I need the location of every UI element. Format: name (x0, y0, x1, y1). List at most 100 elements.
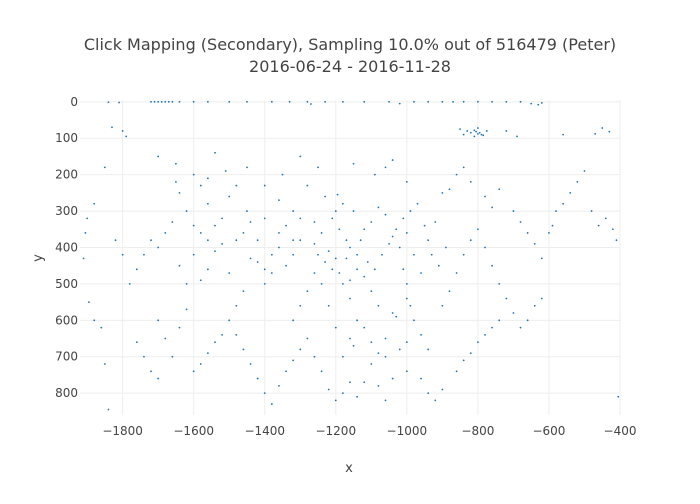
scatter-point (349, 279, 351, 282)
scatter-point (526, 319, 529, 322)
scatter-point (263, 184, 266, 187)
y-tick-label: 200 (55, 168, 78, 182)
scatter-point (299, 239, 302, 242)
scatter-point (395, 315, 398, 318)
scatter-point (292, 239, 295, 242)
scatter-point (469, 239, 472, 242)
scatter-point (373, 173, 376, 176)
scatter-point (413, 319, 415, 322)
scatter-point (114, 239, 117, 242)
scatter-point (475, 130, 478, 133)
scatter-point (341, 392, 344, 395)
scatter-point (473, 135, 476, 138)
scatter-point (214, 224, 216, 227)
chart-subtitle: 2016-06-24 - 2016-11-28 (249, 57, 451, 76)
scatter-point (569, 191, 572, 194)
scatter-point (107, 408, 110, 411)
x-tick-label: −1600 (173, 424, 214, 438)
scatter-point (263, 392, 266, 395)
scatter-point (175, 181, 177, 183)
scatter-point (324, 261, 327, 263)
x-tick-label: −1400 (244, 424, 285, 438)
scatter-point (548, 232, 550, 234)
scatter-point (498, 283, 501, 285)
scatter-point (306, 184, 309, 187)
scatter-point (491, 206, 494, 209)
scatter-point (164, 100, 167, 103)
scatter-point (377, 206, 380, 209)
scatter-point (338, 228, 341, 231)
scatter-point (462, 253, 465, 256)
scatter-point (278, 199, 280, 202)
scatter-point (164, 337, 167, 340)
scatter-point (111, 126, 113, 129)
scatter-point (256, 261, 259, 263)
scatter-point (285, 370, 287, 373)
scatter-point (441, 191, 444, 194)
scatter-point (413, 100, 415, 103)
scatter-point (388, 242, 390, 245)
grid-layer (80, 100, 621, 415)
scatter-point (505, 100, 508, 103)
scatter-point (373, 268, 376, 271)
scatter-point (292, 210, 295, 212)
scatter-point (345, 257, 348, 260)
points-layer (82, 100, 620, 411)
scatter-point (434, 221, 437, 223)
scatter-point (491, 264, 494, 267)
scatter-point (118, 101, 120, 104)
scatter-point (409, 304, 412, 307)
scatter-point (469, 131, 472, 134)
scatter-point (455, 272, 458, 274)
scatter-point (121, 253, 124, 256)
scatter-point (125, 135, 128, 138)
scatter-point (84, 232, 87, 234)
scatter-point (164, 232, 167, 234)
scatter-point (349, 381, 351, 384)
scatter-point (185, 308, 188, 311)
scatter-point (455, 173, 458, 176)
scatter-point (246, 100, 248, 103)
scatter-point (150, 239, 152, 242)
scatter-point (459, 128, 462, 131)
scatter-point (135, 268, 138, 271)
scatter-point (143, 355, 145, 358)
scatter-point (221, 217, 224, 220)
scatter-point (370, 221, 373, 223)
scatter-point (263, 268, 266, 271)
scatter-point (320, 232, 323, 234)
scatter-point (107, 101, 110, 104)
scatter-point (206, 239, 209, 242)
scatter-point (405, 370, 408, 373)
scatter-point (349, 297, 351, 300)
scatter-point (206, 268, 209, 271)
scatter-point (199, 232, 202, 234)
scatter-point (327, 250, 330, 253)
scatter-point (178, 191, 181, 194)
scatter-point (484, 246, 486, 249)
y-tick-label: 700 (55, 350, 78, 364)
scatter-point (349, 246, 351, 249)
scatter-point (324, 195, 327, 198)
scatter-point (430, 253, 433, 256)
scatter-point (377, 384, 380, 387)
scatter-point (306, 290, 309, 293)
x-tick-label: −600 (532, 424, 565, 438)
scatter-point (405, 341, 408, 344)
scatter-point (384, 355, 387, 358)
scatter-point (363, 381, 366, 384)
x-tick-label: −400 (604, 424, 637, 438)
scatter-point (270, 100, 273, 103)
scatter-point (402, 268, 405, 271)
scatter-point (242, 290, 245, 293)
scatter-point (409, 210, 412, 212)
scatter-point (356, 395, 359, 398)
scatter-point (476, 228, 479, 231)
scatter-point (498, 319, 501, 322)
scatter-point (413, 253, 415, 256)
scatter-point (278, 246, 280, 249)
scatter-point (153, 100, 156, 103)
scatter-point (398, 246, 401, 249)
scatter-point (384, 213, 387, 216)
scatter-point (363, 326, 366, 329)
